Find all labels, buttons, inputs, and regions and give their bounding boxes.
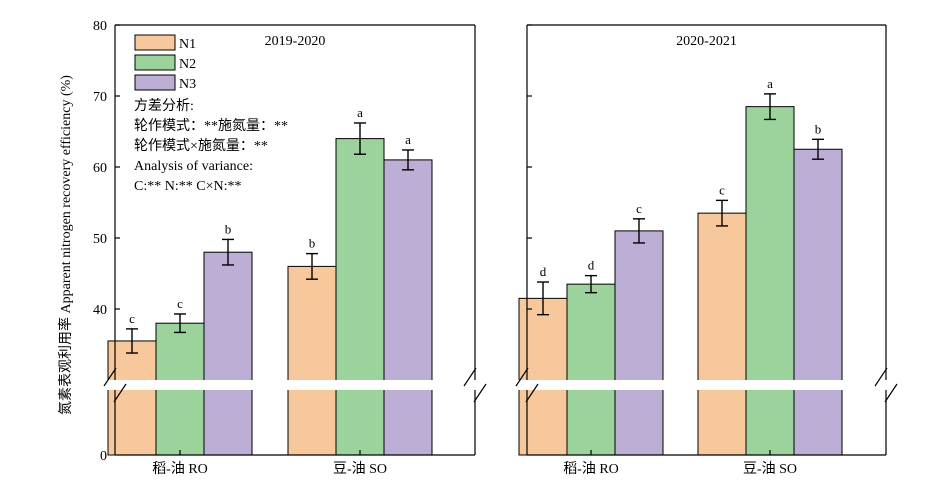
legend-swatch-n2	[134, 54, 176, 71]
x-tick-label: 稻-油 RO	[563, 461, 619, 477]
panel-2020-2021: d c d a c b 2020-2021 稻-油 RO 豆-油 SO	[515, 24, 898, 477]
axis-break-mark	[103, 367, 127, 403]
anova-line: C:** N:** C×N:**	[134, 179, 241, 194]
y-tick-label: 0	[100, 449, 107, 464]
break-slash	[113, 383, 127, 403]
y-tick-label: 40	[93, 303, 107, 318]
panel-title: 2019-2020	[265, 34, 326, 49]
axis-break-gap	[517, 380, 896, 390]
significance-letter: c	[177, 296, 183, 311]
plot-frame	[526, 24, 887, 456]
legend-swatch-n3	[134, 74, 176, 91]
significance-letter: b	[225, 221, 232, 236]
break-slash	[103, 367, 117, 387]
error-bar	[222, 238, 234, 266]
bar-n1-ro	[518, 297, 568, 456]
significance-letter: d	[588, 258, 595, 273]
panel-title: 2020-2021	[676, 34, 737, 49]
error-bar	[812, 138, 824, 160]
break-slash	[515, 367, 529, 387]
significance-letter: a	[405, 132, 411, 147]
significance-letter: d	[540, 264, 547, 279]
significance-letter: b	[815, 121, 822, 136]
bar-n3-ro	[203, 251, 253, 456]
error-bar	[537, 281, 549, 316]
axis-break-mark	[515, 367, 539, 403]
error-bar	[764, 93, 776, 121]
axis-break-gap	[105, 380, 485, 390]
anova-line: 方差分析:	[134, 98, 194, 114]
legend-swatch-n1	[134, 34, 176, 51]
anova-line: 轮作模式：**施氮量：**	[134, 118, 288, 134]
anova-annotation: 方差分析: 轮作模式：**施氮量：** 轮作模式×施氮量：** Analysis of…	[134, 98, 288, 194]
legend-label: N2	[179, 57, 196, 72]
bar-n2-so	[335, 138, 385, 456]
bar-n3-ro	[614, 230, 664, 456]
axis-break-mark	[463, 367, 487, 403]
y-tick-label: 50	[93, 232, 107, 247]
x-tick-label: 稻-油 RO	[152, 461, 208, 477]
error-bar	[354, 122, 366, 155]
significance-letter: c	[636, 201, 642, 216]
y-axis-label: 氮素表观利用率 Apparent nitrogen recovery effic…	[57, 75, 74, 415]
anova-line: Analysis of variance:	[134, 159, 253, 174]
significance-letter: c	[719, 182, 725, 197]
bar-n1-so	[697, 212, 747, 456]
axis-break-mark	[874, 367, 898, 403]
break-slash	[874, 367, 888, 387]
y-tick-label: 60	[93, 161, 107, 176]
bar-n2-ro	[566, 283, 616, 456]
error-bar	[402, 149, 414, 171]
break-slash	[525, 383, 539, 403]
legend-label: N3	[179, 77, 196, 92]
significance-letter: a	[767, 76, 773, 91]
legend: N1 N2 N3	[134, 34, 196, 92]
bar-n3-so	[383, 159, 433, 456]
x-tick-label: 豆-油 SO	[333, 461, 387, 477]
break-slash	[884, 383, 898, 403]
bar-n1-so	[287, 265, 337, 456]
significance-letter: a	[357, 105, 363, 120]
bar-n3-so	[793, 148, 843, 456]
break-slash	[473, 383, 487, 403]
significance-letter: c	[129, 311, 135, 326]
error-bar	[633, 218, 645, 244]
x-tick-label: 豆-油 SO	[743, 461, 797, 477]
error-bar	[306, 252, 318, 280]
bar-n2-so	[745, 106, 795, 456]
error-bar	[585, 274, 597, 294]
y-tick-label: 80	[93, 19, 107, 34]
break-slash	[463, 367, 477, 387]
error-bar	[716, 199, 728, 227]
anova-line: 轮作模式×施氮量：**	[134, 138, 268, 154]
significance-letter: b	[309, 236, 316, 251]
error-bar	[126, 328, 138, 354]
y-tick-label: 70	[93, 90, 107, 105]
panel-2019-2020: c b c a b a 2019-2020 40 50 60 70 80 0 稻-油 RO 豆-油 SO	[93, 19, 487, 477]
error-bar	[174, 313, 186, 334]
legend-label: N1	[179, 37, 196, 52]
